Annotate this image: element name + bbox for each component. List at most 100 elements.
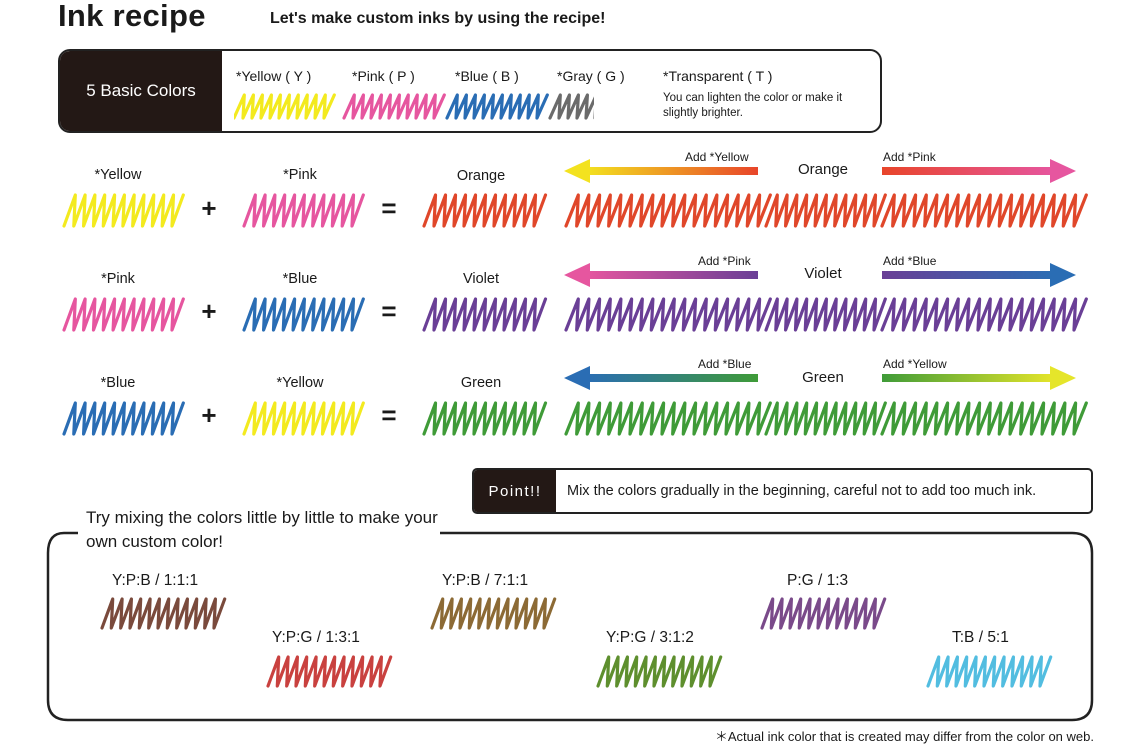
mix2-left-add-label: Add *Blue (698, 357, 752, 371)
basic-color-label-gray: *Gray ( G ) (557, 68, 625, 84)
custom-swatch-5 (926, 655, 1053, 688)
mix1-left-arrow (564, 263, 758, 287)
mix1-color-b-swatch-stroke (242, 297, 365, 332)
mix2-right-arrow (882, 366, 1076, 390)
mix2-result-swatch-stroke (422, 401, 548, 436)
page-title: Ink recipe (58, 0, 206, 33)
custom-swatch-1-stroke (266, 655, 393, 688)
custom-swatch-3-stroke (596, 655, 723, 688)
custom-swatch-0-stroke (100, 597, 227, 630)
mix2-right-gradient-swatch (880, 401, 1088, 436)
mix1-result-label: Violet (462, 271, 499, 287)
mix1-color-a-swatch-stroke (62, 297, 185, 332)
mix1-right-gradient-swatch-stroke (880, 297, 1088, 332)
mix1-left-add-label: Add *Pink (698, 254, 751, 268)
custom-swatch-2-stroke (430, 597, 557, 630)
swatch-blue (445, 93, 549, 120)
page-subtitle: Let's make custom inks by using the reci… (270, 10, 606, 27)
mix0-plus: + (201, 193, 217, 223)
mix1-color-b-label: *Blue (282, 271, 318, 287)
mix1-result-swatch (422, 297, 548, 332)
point-text: Mix the colors gradually in the beginnin… (567, 483, 1037, 499)
point-label: Point!! (474, 470, 556, 512)
mix1-plus: + (201, 296, 217, 326)
swatch-pink-stroke (342, 93, 446, 120)
mix1-equals: = (381, 296, 397, 326)
mix1-color-b-swatch (242, 297, 365, 332)
mix1-color-a-label: *Pink (101, 271, 135, 287)
mix-graphics (62, 159, 1088, 436)
custom-ratio-0: Y:P:B / 1:1:1 (112, 572, 199, 589)
custom-colors-title: Try mixing the colors little by little t… (86, 508, 438, 551)
mix0-right-add-label: Add *Pink (883, 150, 936, 164)
mix2-color-a-swatch-stroke (62, 401, 185, 436)
basic-color-label-transparent: *Transparent ( T ) (663, 68, 773, 84)
mix2-result-label: Green (460, 375, 502, 391)
custom-swatch-4 (760, 597, 887, 630)
mix2-color-b-swatch (242, 401, 365, 436)
basic-colors-panel: 5 Basic Colors *Yellow ( Y ) *Pink ( P )… (58, 49, 882, 133)
mix2-equals: = (381, 400, 397, 430)
mix0-result-label: Orange (456, 168, 506, 184)
mix0-left-arrow (564, 159, 758, 183)
mix2-color-b-label: *Yellow (276, 375, 324, 391)
mix0-left-gradient-swatch-stroke (564, 193, 772, 228)
mix2-color-a-swatch (62, 401, 185, 436)
custom-ratio-4: P:G / 1:3 (787, 572, 849, 589)
basic-color-label-yellow: *Yellow ( Y ) (236, 68, 312, 84)
mix2-middle-swatch (764, 401, 887, 436)
mix0-color-b-swatch-stroke (242, 193, 365, 228)
mix0-right-arrow (882, 159, 1076, 183)
custom-ratio-1: Y:P:G / 1:3:1 (272, 629, 360, 646)
mix0-right-gradient-swatch-stroke (880, 193, 1088, 228)
mix0-color-b-swatch (242, 193, 365, 228)
mix2-color-a-label: *Blue (100, 375, 136, 391)
basic-color-label-blue: *Blue ( B ) (455, 68, 519, 84)
mix2-right-gradient-swatch-stroke (880, 401, 1088, 436)
mix1-right-arrow (882, 263, 1076, 287)
mix1-middle-label: Violet (804, 265, 842, 282)
mix0-middle-swatch (764, 193, 887, 228)
swatch-yellow (234, 93, 336, 120)
custom-ratio-3: Y:P:G / 3:1:2 (606, 629, 694, 646)
transparent-note: You can lighten the color or make it sli… (663, 92, 843, 119)
mix0-left-gradient-swatch (564, 193, 772, 228)
mix0-result-swatch-stroke (422, 193, 548, 228)
mix1-color-a-swatch (62, 297, 185, 332)
custom-ratio-2: Y:P:B / 7:1:1 (442, 572, 529, 589)
custom-swatch-0 (100, 597, 227, 630)
mix0-color-b-label: *Pink (283, 167, 317, 183)
mix1-left-gradient-swatch (564, 297, 772, 332)
custom-ratio-5: T:B / 5:1 (952, 629, 1009, 646)
basic-color-label-pink: *Pink ( P ) (352, 68, 415, 84)
mix0-color-a-swatch-stroke (62, 193, 185, 228)
swatch-blue-stroke (445, 93, 549, 120)
mix2-result-swatch (422, 401, 548, 436)
mix2-color-b-swatch-stroke (242, 401, 365, 436)
mix2-left-gradient-swatch (564, 401, 772, 436)
swatch-yellow-stroke (234, 93, 336, 120)
mix0-result-swatch (422, 193, 548, 228)
custom-swatch-1 (266, 655, 393, 688)
mix1-left-gradient-swatch-stroke (564, 297, 772, 332)
basic-swatches (234, 93, 594, 120)
mix0-middle-swatch-stroke (764, 193, 887, 228)
basic-colors-heading: 5 Basic Colors (60, 51, 222, 131)
mix1-right-add-label: Add *Blue (883, 254, 937, 268)
mix2-left-arrow (564, 366, 758, 390)
custom-swatch-4-stroke (760, 597, 887, 630)
custom-swatch-3 (596, 655, 723, 688)
mix2-right-add-label: Add *Yellow (883, 357, 947, 371)
custom-swatch-5-stroke (926, 655, 1053, 688)
point-panel: Point!! Mix the colors gradually in the … (472, 468, 1093, 514)
swatch-gray-stroke (548, 93, 594, 120)
mix0-equals: = (381, 193, 397, 223)
mix1-right-gradient-swatch (880, 297, 1088, 332)
mix1-middle-swatch (764, 297, 887, 332)
mix0-middle-label: Orange (797, 161, 849, 178)
footnote: ＊Actual ink color that is created may di… (714, 729, 1094, 744)
swatch-gray (548, 93, 594, 120)
mix0-left-add-label: Add *Yellow (685, 150, 749, 164)
mix0-color-a-swatch (62, 193, 185, 228)
